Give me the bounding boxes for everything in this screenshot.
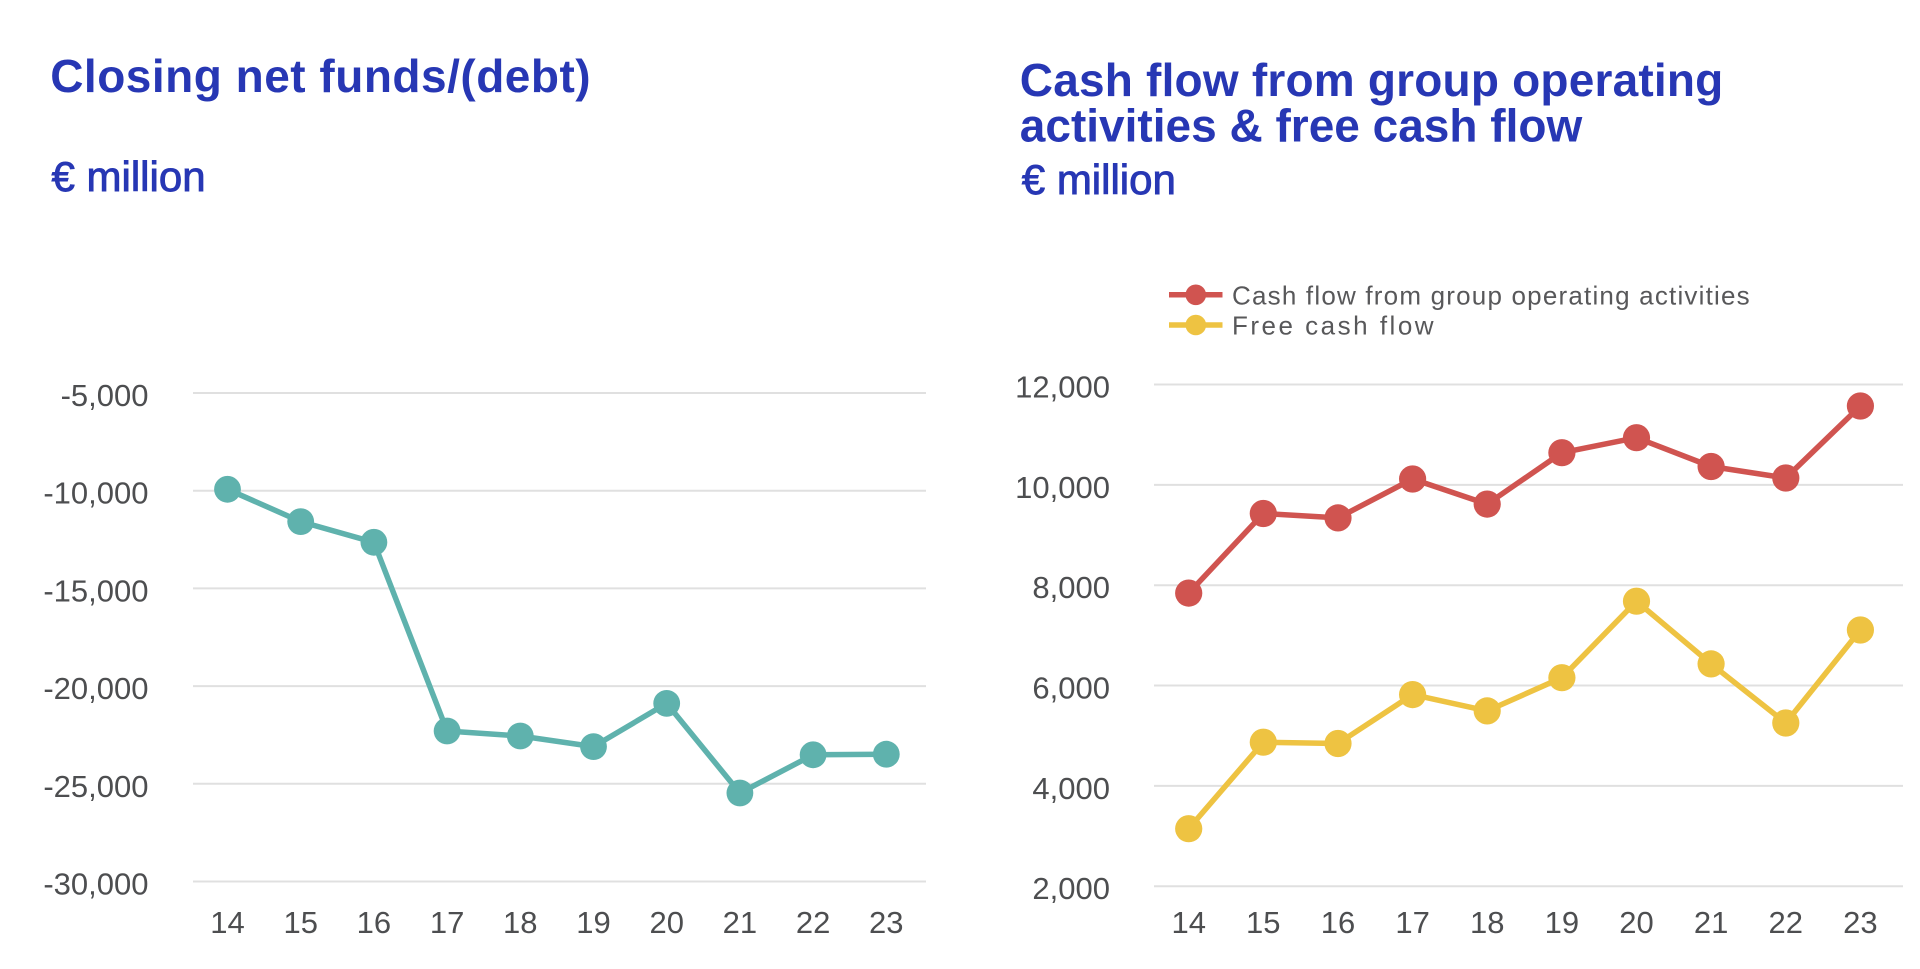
svg-text:-15,000: -15,000 bbox=[43, 573, 148, 608]
svg-text:-20,000: -20,000 bbox=[43, 671, 148, 706]
svg-text:-5,000: -5,000 bbox=[61, 378, 149, 413]
svg-text:23: 23 bbox=[1843, 905, 1877, 940]
svg-text:18: 18 bbox=[1470, 905, 1504, 940]
svg-text:17: 17 bbox=[1395, 905, 1429, 940]
svg-text:22: 22 bbox=[796, 905, 830, 940]
svg-text:6,000: 6,000 bbox=[1032, 671, 1110, 706]
svg-text:-25,000: -25,000 bbox=[43, 769, 148, 804]
svg-text:16: 16 bbox=[1321, 905, 1355, 940]
svg-text:Cash flow from group operating: Cash flow from group operating bbox=[1020, 54, 1724, 106]
svg-text:15: 15 bbox=[283, 905, 317, 940]
svg-text:-10,000: -10,000 bbox=[43, 476, 148, 511]
svg-text:21: 21 bbox=[723, 905, 757, 940]
svg-text:Cash flow from group operating: Cash flow from group operating activitie… bbox=[1232, 280, 1751, 310]
svg-text:€ million: € million bbox=[52, 153, 206, 200]
svg-text:17: 17 bbox=[430, 905, 464, 940]
svg-text:20: 20 bbox=[1619, 905, 1653, 940]
svg-text:19: 19 bbox=[576, 905, 610, 940]
svg-text:10,000: 10,000 bbox=[1015, 470, 1110, 505]
svg-text:15: 15 bbox=[1246, 905, 1280, 940]
svg-text:21: 21 bbox=[1694, 905, 1728, 940]
svg-text:14: 14 bbox=[210, 905, 244, 940]
svg-text:2,000: 2,000 bbox=[1032, 871, 1110, 906]
svg-text:19: 19 bbox=[1545, 905, 1579, 940]
svg-text:8,000: 8,000 bbox=[1032, 570, 1110, 605]
svg-text:12,000: 12,000 bbox=[1015, 370, 1110, 405]
svg-text:20: 20 bbox=[649, 905, 683, 940]
svg-text:16: 16 bbox=[357, 905, 391, 940]
svg-text:Free cash flow: Free cash flow bbox=[1232, 311, 1436, 341]
svg-text:€ million: € million bbox=[1022, 156, 1176, 203]
svg-text:4,000: 4,000 bbox=[1032, 771, 1110, 806]
svg-text:-30,000: -30,000 bbox=[43, 867, 148, 902]
svg-text:22: 22 bbox=[1769, 905, 1803, 940]
svg-text:23: 23 bbox=[869, 905, 903, 940]
svg-text:14: 14 bbox=[1171, 905, 1205, 940]
svg-text:Closing net funds/(debt): Closing net funds/(debt) bbox=[50, 50, 591, 102]
svg-text:18: 18 bbox=[503, 905, 537, 940]
svg-text:activities & free cash flow: activities & free cash flow bbox=[1020, 99, 1583, 151]
